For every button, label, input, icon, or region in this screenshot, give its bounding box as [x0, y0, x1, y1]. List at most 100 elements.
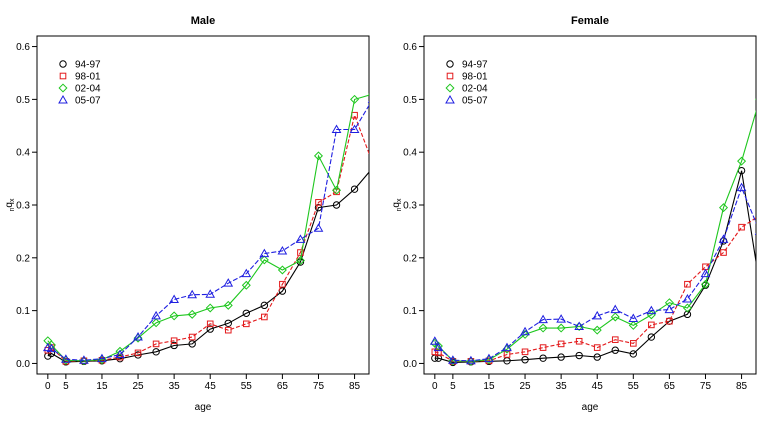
data-point: [224, 319, 232, 327]
y-tick-label: 0.5: [16, 95, 30, 106]
data-point: [367, 100, 369, 103]
data-point: [332, 185, 342, 195]
x-tick-label: 75: [313, 381, 325, 392]
data-point: [574, 321, 585, 330]
data-point: [278, 287, 287, 295]
data-point: [332, 201, 341, 209]
data-point: [521, 356, 529, 364]
y-tick-label: 0.5: [403, 95, 417, 106]
data-point: [188, 340, 196, 348]
legend-label: 02-04: [75, 84, 101, 95]
data-point: [295, 234, 306, 243]
data-point: [115, 349, 125, 358]
legend-label: 94-97: [75, 60, 101, 71]
data-point: [169, 294, 179, 304]
data-point: [520, 326, 530, 336]
data-point: [610, 312, 620, 322]
data-point: [169, 311, 179, 321]
y-tick-label: 0.3: [403, 201, 417, 212]
data-point: [206, 325, 214, 333]
x-tick-label: 5: [63, 381, 69, 392]
data-point: [719, 203, 729, 213]
data-point: [429, 336, 440, 345]
data-point: [279, 280, 286, 288]
data-point: [556, 323, 566, 333]
data-point: [331, 124, 342, 133]
legend-marker: [59, 72, 67, 80]
series-line: [434, 186, 756, 362]
data-point: [538, 314, 548, 324]
data-point: [736, 182, 747, 192]
x-tick-label: 85: [736, 381, 748, 392]
data-point: [277, 265, 287, 275]
data-point: [350, 94, 360, 104]
legend-marker: [59, 60, 67, 68]
data-point: [647, 333, 656, 341]
data-point: [700, 279, 710, 289]
data-point: [502, 342, 512, 352]
chart-title-female: Female: [571, 15, 609, 27]
data-point: [466, 355, 476, 365]
data-point: [737, 156, 747, 166]
data-point: [611, 336, 619, 343]
data-point: [557, 353, 565, 361]
data-point: [134, 349, 142, 357]
x-tick-label: 75: [700, 381, 712, 392]
series-area: [42, 93, 369, 366]
data-point: [646, 305, 657, 315]
y-tick-label: 0.4: [16, 148, 30, 159]
data-point: [259, 255, 269, 265]
data-point: [133, 332, 143, 341]
data-point: [718, 234, 729, 243]
data-point: [261, 313, 268, 321]
data-point: [539, 344, 547, 351]
data-point: [666, 317, 673, 325]
data-point: [521, 348, 529, 356]
data-point: [484, 353, 494, 363]
data-point: [757, 213, 763, 219]
series-line: [434, 109, 756, 362]
data-point: [349, 124, 360, 133]
data-point: [97, 353, 107, 363]
data-point: [539, 354, 547, 362]
data-point: [223, 300, 233, 310]
data-point: [700, 268, 711, 278]
legend-marker: [445, 94, 455, 104]
data-point: [79, 355, 89, 364]
legend-label: 02-04: [462, 84, 488, 95]
legend-label: 05-07: [462, 96, 488, 107]
data-point: [314, 203, 323, 212]
x-tick-label: 15: [96, 381, 108, 392]
data-point: [206, 320, 214, 328]
y-tick-label: 0.2: [403, 253, 417, 264]
data-point: [593, 353, 601, 361]
data-point: [243, 320, 250, 328]
series-94-97: [431, 166, 756, 367]
x-tick-label: 65: [664, 381, 676, 392]
female-panel: Female age nqx 0 5 15 25 35 45 55 65 75 85 0.0 0.1 0…: [391, 15, 763, 413]
data-point: [648, 321, 655, 329]
series-02-04: [430, 98, 756, 366]
y-axis-label-male: nqx: [4, 198, 16, 211]
data-point: [368, 93, 369, 95]
data-point: [503, 351, 511, 358]
legend-marker: [446, 60, 454, 68]
x-axis-label-male: age: [195, 402, 212, 413]
data-point: [242, 309, 251, 317]
legend-marker: [58, 83, 68, 93]
series-05-07: [429, 182, 756, 365]
legend-label: 98-01: [75, 72, 101, 83]
data-point: [720, 249, 727, 256]
data-point: [152, 348, 160, 356]
data-point: [277, 245, 288, 255]
y-tick-label: 0.1: [403, 306, 417, 317]
data-point: [628, 313, 639, 323]
data-point: [205, 303, 215, 313]
x-tick-label: 85: [349, 381, 361, 392]
y-axis-label-female: nqx: [391, 198, 403, 211]
data-point: [170, 341, 178, 350]
x-tick-label: 25: [132, 381, 144, 392]
x-tick-label: 35: [169, 381, 181, 392]
x-tick-label: 25: [519, 381, 531, 392]
